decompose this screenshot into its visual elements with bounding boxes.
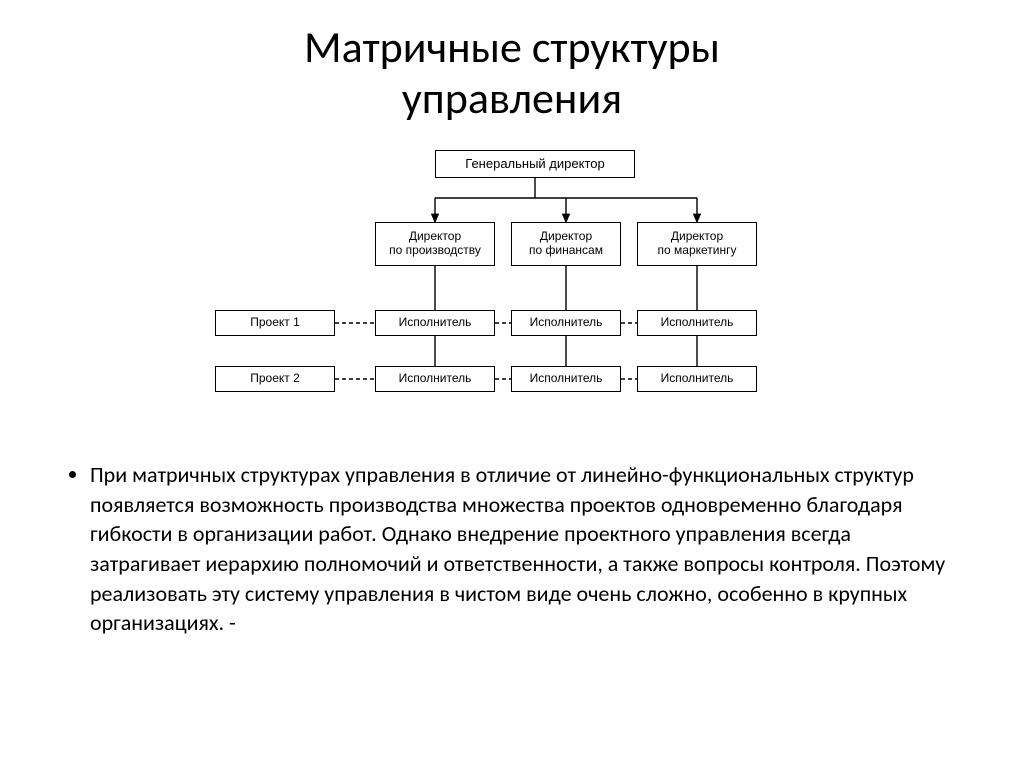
node-dir_fin: Директорпо финансам xyxy=(511,222,621,266)
node-dir_prod: Директорпо производству xyxy=(375,222,495,266)
node-exec12: Исполнитель xyxy=(511,310,621,336)
description-block: При матричных структурах управления в от… xyxy=(64,460,964,638)
node-proj2: Проект 2 xyxy=(215,366,335,392)
title-line-1: Матричные структуры xyxy=(304,20,720,74)
node-exec23: Исполнитель xyxy=(637,366,757,392)
description-text: При матричных структурах управления в от… xyxy=(90,460,964,638)
node-dir_mkt: Директорпо маркетингу xyxy=(637,222,757,266)
matrix-org-diagram: Генеральный директор Директорпо производс… xyxy=(175,150,855,440)
node-exec21: Исполнитель xyxy=(375,366,495,392)
node-exec22: Исполнитель xyxy=(511,366,621,392)
title-line-2: управления xyxy=(402,71,622,125)
node-gen_dir: Генеральный директор xyxy=(435,150,635,178)
diagram-connectors xyxy=(175,150,855,440)
slide-title: Матричные структуры управления xyxy=(0,0,1024,123)
node-proj1: Проект 1 xyxy=(215,310,335,336)
node-exec13: Исполнитель xyxy=(637,310,757,336)
node-exec11: Исполнитель xyxy=(375,310,495,336)
